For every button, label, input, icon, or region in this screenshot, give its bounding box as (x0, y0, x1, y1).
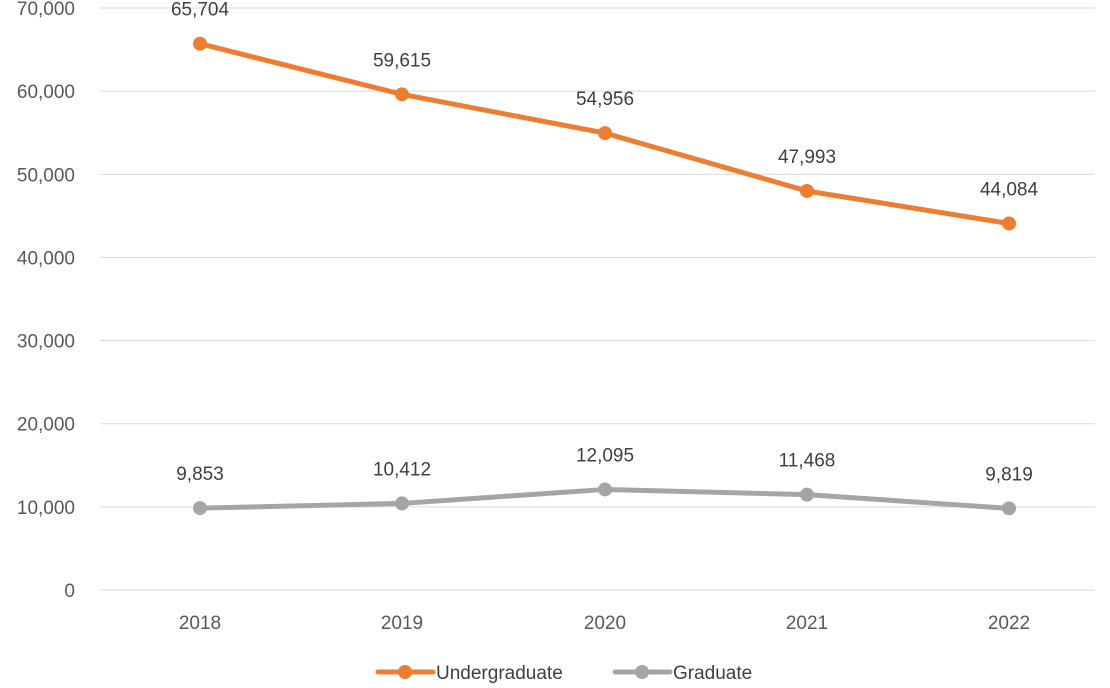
data-label-graduate: 11,468 (779, 451, 836, 472)
data-label-graduate: 12,095 (576, 445, 634, 466)
x-tick-label: 2021 (786, 613, 828, 634)
data-label-undergraduate: 59,615 (373, 50, 431, 71)
x-tick-label: 2022 (988, 613, 1030, 634)
legend-label-undergraduate: Undergraduate (436, 663, 563, 684)
x-tick-label: 2020 (584, 613, 626, 634)
data-point-graduate (193, 501, 207, 516)
x-axis-tick-labels: 2018 2019 2020 2021 2022 (179, 613, 1030, 634)
data-point-graduate (1002, 501, 1016, 516)
data-label-undergraduate: 47,993 (778, 147, 836, 168)
legend-swatch-marker (398, 665, 412, 679)
data-label-undergraduate: 44,084 (980, 179, 1039, 200)
data-point-graduate (395, 496, 409, 511)
legend-swatch-marker (635, 665, 649, 679)
data-point-undergraduate (598, 126, 612, 141)
data-point-graduate (598, 482, 612, 497)
y-tick-label: 60,000 (17, 82, 75, 103)
data-label-graduate: 9,819 (985, 464, 1033, 485)
data-label-undergraduate: 54,956 (576, 89, 634, 110)
y-tick-label: 20,000 (17, 415, 75, 436)
y-tick-label: 10,000 (17, 498, 75, 519)
data-label-graduate: 10,412 (373, 459, 431, 480)
data-point-graduate (800, 487, 814, 502)
series-lines (193, 36, 1016, 516)
y-tick-label: 70,000 (17, 0, 75, 20)
legend: Undergraduate Graduate (375, 663, 752, 684)
x-tick-label: 2018 (179, 613, 221, 634)
legend-label-graduate: Graduate (673, 663, 752, 684)
x-tick-label: 2019 (381, 613, 423, 634)
y-tick-label: 40,000 (17, 248, 75, 269)
y-tick-label: 0 (64, 581, 75, 602)
data-label-undergraduate: 65,704 (171, 0, 230, 21)
data-point-undergraduate (1002, 216, 1016, 231)
y-axis-tick-labels: 0 10,000 20,000 30,000 40,000 50,000 60,000 70,… (17, 0, 75, 602)
data-point-undergraduate (395, 87, 409, 102)
data-label-graduate: 9,853 (176, 464, 224, 485)
data-labels: 65,704 59,615 54,956 47,993 44,084 9,853 10,41… (171, 0, 1039, 485)
data-point-undergraduate (800, 183, 814, 198)
y-tick-label: 30,000 (17, 332, 75, 353)
data-point-undergraduate (193, 36, 207, 51)
y-tick-label: 50,000 (17, 165, 75, 186)
